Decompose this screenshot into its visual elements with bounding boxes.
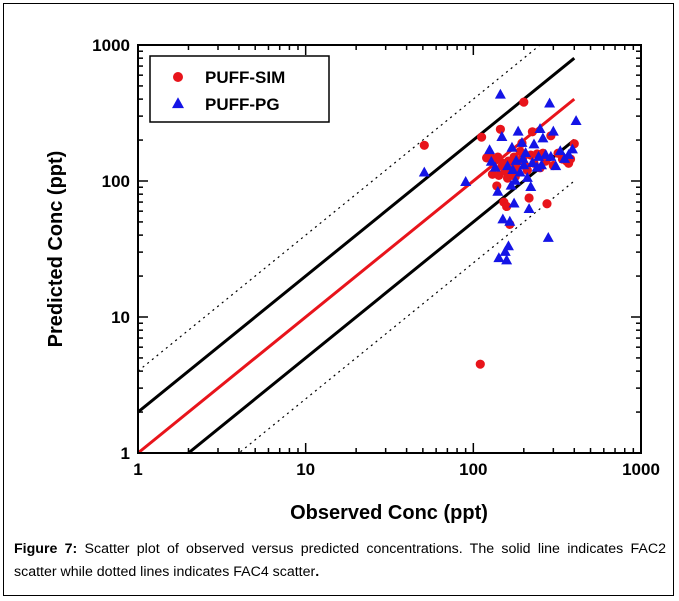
y-tick-label: 10	[111, 308, 130, 327]
point-puff-pg	[544, 97, 556, 108]
y-tick-label: 100	[102, 172, 130, 191]
y-axis-label: Predicted Conc (ppt)	[45, 151, 67, 348]
y-tick-label: 1	[121, 444, 130, 463]
point-puff-pg	[525, 181, 537, 191]
caption-text: Scatter plot of observed versus predicte…	[14, 541, 666, 580]
point-puff-sim	[493, 152, 503, 162]
point-puff-pg	[501, 254, 513, 265]
axis-ticks	[138, 45, 641, 453]
reference-line-4	[138, 45, 542, 372]
scatter-chart: 1 10 100 1000 1 10 100 1000 Observed Conc (ppt)…	[45, 36, 660, 524]
figure-frame	[3, 3, 674, 596]
plot-area-border	[137, 44, 642, 454]
point-puff-sim	[419, 140, 429, 150]
point-puff-pg	[418, 166, 430, 177]
legend-marker-circle	[173, 72, 183, 82]
reference-line-2	[138, 57, 576, 414]
legend-box	[149, 55, 330, 123]
point-puff-pg	[499, 245, 511, 256]
tick-labels: 1 10 100 1000 1 10 100 1000	[92, 36, 660, 479]
point-puff-pg	[534, 123, 546, 134]
reference-line-5	[237, 180, 575, 453]
point-puff-pg	[516, 136, 528, 147]
point-puff-pg	[492, 185, 504, 196]
y-tick-label: 1000	[92, 36, 130, 55]
point-puff-sim	[519, 97, 529, 107]
point-puff-pg	[547, 125, 559, 136]
point-puff-pg	[526, 157, 538, 168]
legend-marker-triangle	[172, 97, 184, 109]
data-points	[418, 88, 582, 369]
point-puff-pg	[514, 166, 526, 177]
point-puff-sim	[475, 359, 485, 369]
point-puff-pg	[509, 174, 521, 185]
x-tick-label: 10	[296, 460, 315, 479]
point-puff-pg	[566, 143, 578, 154]
point-puff-pg	[484, 144, 496, 155]
caption-label: Figure 7:	[14, 541, 78, 557]
point-puff-pg	[485, 155, 497, 166]
point-puff-sim	[502, 201, 512, 212]
legend: PUFF-SIM PUFF-PG	[149, 55, 330, 123]
point-puff-pg	[502, 240, 514, 251]
point-puff-pg	[570, 115, 582, 126]
point-puff-sim	[527, 127, 537, 137]
point-puff-pg	[497, 213, 509, 224]
point-puff-pg	[550, 160, 562, 171]
point-puff-pg	[523, 203, 535, 213]
point-puff-pg	[507, 164, 519, 174]
point-puff-pg	[506, 141, 518, 152]
point-puff-pg	[518, 159, 530, 170]
point-puff-pg	[528, 138, 540, 149]
point-puff-pg	[542, 232, 554, 242]
point-puff-pg	[489, 161, 501, 172]
x-axis-label: Observed Conc (ppt)	[290, 502, 488, 524]
reference-line-3	[186, 138, 576, 453]
reference-line-1	[138, 97, 576, 453]
point-puff-pg	[563, 148, 575, 159]
point-puff-pg	[512, 125, 524, 136]
point-puff-sim	[542, 199, 552, 209]
point-puff-sim	[476, 132, 487, 142]
caption-end: .	[315, 564, 320, 580]
point-puff-pg	[545, 150, 557, 161]
point-puff-pg	[508, 197, 520, 208]
x-tick-label: 100	[459, 460, 487, 479]
x-tick-label: 1000	[622, 460, 660, 479]
point-puff-pg	[496, 131, 508, 141]
x-tick-label: 1	[133, 460, 142, 479]
point-puff-pg	[504, 215, 516, 226]
point-puff-sim	[524, 193, 534, 203]
point-puff-pg	[537, 132, 549, 143]
point-puff-pg	[502, 160, 514, 171]
point-puff-pg	[494, 88, 506, 99]
point-puff-pg	[520, 147, 532, 158]
point-puff-pg	[554, 145, 566, 156]
point-puff-pg	[460, 176, 472, 186]
point-puff-pg	[521, 171, 533, 182]
legend-label: PUFF-PG	[205, 95, 280, 114]
point-puff-pg	[493, 252, 505, 263]
point-puff-sim	[495, 124, 505, 134]
point-puff-pg	[535, 159, 547, 170]
figure-caption: Figure 7: Scatter plot of observed versu…	[14, 538, 666, 584]
legend-label: PUFF-SIM	[205, 68, 285, 87]
point-puff-pg	[517, 152, 529, 163]
